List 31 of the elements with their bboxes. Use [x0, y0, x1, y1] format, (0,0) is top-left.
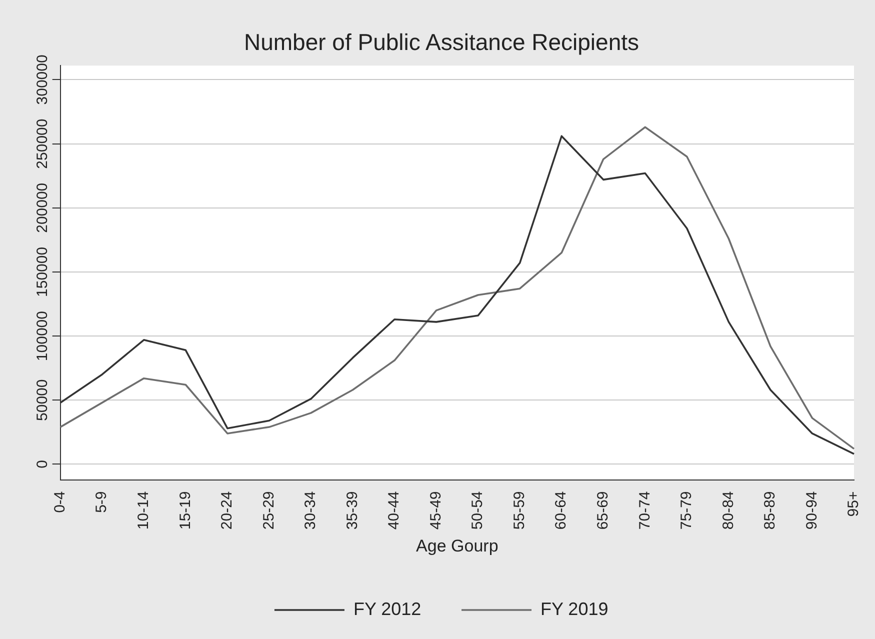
y-tick-label: 50000: [34, 379, 51, 421]
x-tick-label: 15-19: [176, 491, 194, 530]
y-tick-label: 250000: [34, 118, 51, 169]
x-tick-label: 70-74: [636, 491, 654, 530]
legend-label: FY 2019: [540, 598, 608, 619]
x-tick-label: 5-9: [93, 491, 110, 513]
x-tick-label: 35-39: [344, 491, 361, 530]
y-tick-label: 200000: [34, 182, 51, 233]
x-tick-label: 10-14: [135, 491, 152, 530]
legend-label: FY 2012: [353, 598, 422, 619]
y-tick-label: 150000: [34, 246, 51, 297]
y-tick-label: 100000: [34, 311, 51, 362]
x-tick-label: 25-29: [260, 491, 278, 530]
x-tick-label: 60-64: [552, 491, 570, 530]
x-tick-label: 50-54: [469, 491, 486, 530]
x-tick-label: 55-59: [510, 491, 528, 530]
x-tick-label: 90-94: [803, 491, 820, 530]
x-tick-label: 80-84: [720, 491, 737, 530]
y-tick-label: 300000: [34, 54, 51, 105]
x-tick-label: 85-89: [762, 491, 779, 530]
x-tick-label: 20-24: [218, 491, 236, 530]
x-tick-label: 65-69: [594, 491, 612, 530]
y-tick-label: 0: [34, 460, 51, 468]
x-axis-title: Age Gourp: [416, 536, 498, 556]
chart-title: Number of Public Assitance Recipients: [244, 29, 640, 56]
x-tick-label: 0-4: [51, 491, 68, 513]
x-tick-label: 95+: [845, 491, 862, 517]
x-tick-label: 45-49: [427, 491, 444, 530]
x-tick-label: 75-79: [678, 491, 696, 530]
x-tick-label: 30-34: [302, 491, 320, 530]
x-tick-label: 40-44: [386, 491, 403, 530]
